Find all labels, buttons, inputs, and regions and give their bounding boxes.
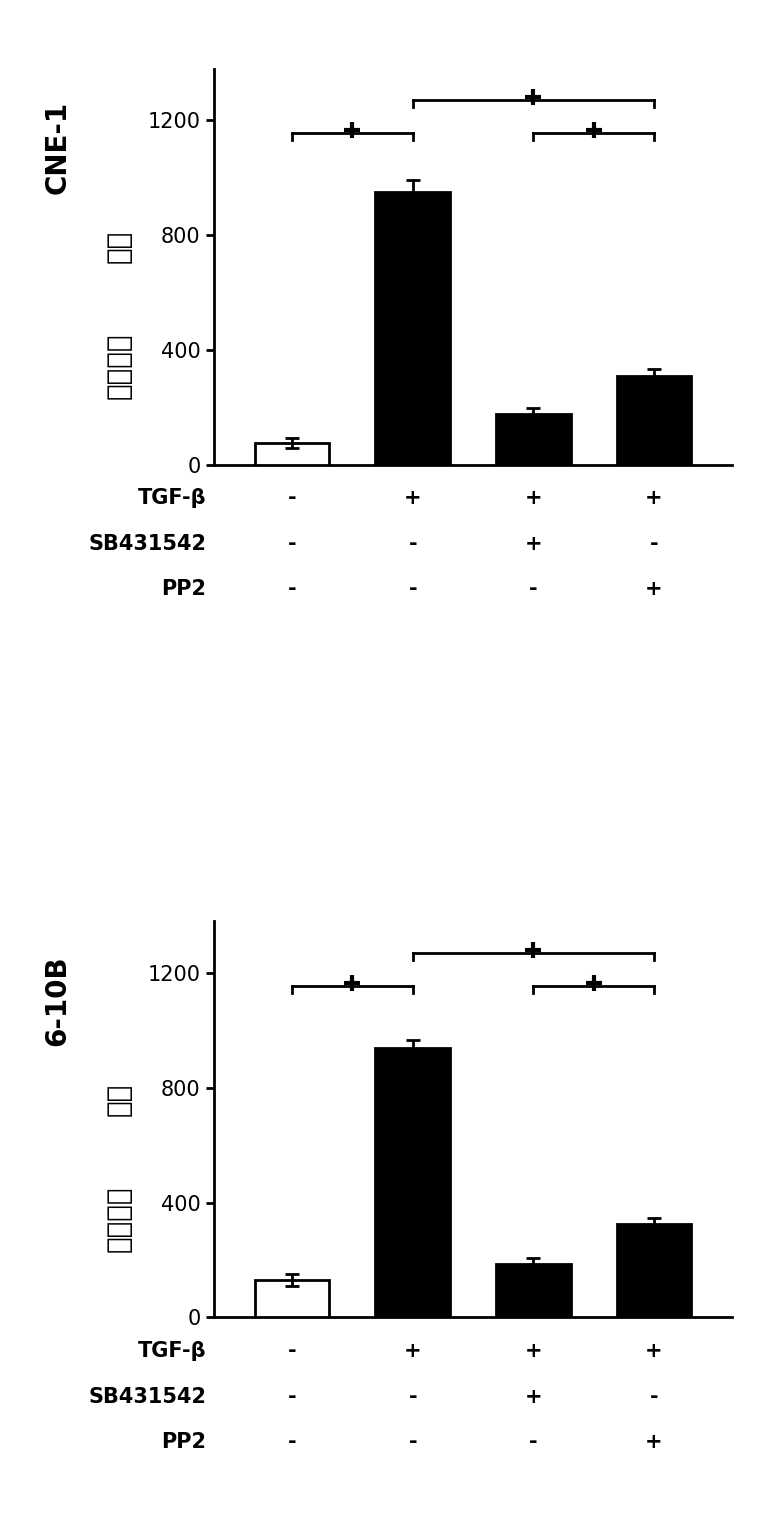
Text: +: + — [525, 487, 542, 509]
Text: +: + — [645, 1340, 663, 1362]
Text: 的细胞数: 的细胞数 — [105, 332, 132, 399]
Text: PP2: PP2 — [161, 1432, 206, 1453]
Text: +: + — [645, 579, 663, 600]
Text: TGF-β: TGF-β — [137, 1340, 206, 1362]
Bar — [375, 192, 450, 465]
Text: -: - — [288, 579, 296, 600]
Text: PP2: PP2 — [161, 579, 206, 600]
Text: -: - — [650, 1386, 658, 1407]
Bar — [496, 414, 571, 465]
Text: SB431542: SB431542 — [88, 1386, 206, 1407]
Text: +: + — [645, 487, 663, 509]
Text: -: - — [288, 1432, 296, 1453]
Text: SB431542: SB431542 — [88, 533, 206, 554]
Text: +: + — [525, 1386, 542, 1407]
Text: -: - — [408, 579, 417, 600]
Text: -: - — [288, 487, 296, 509]
Text: 的细胞数: 的细胞数 — [105, 1185, 132, 1252]
Text: +: + — [525, 1340, 542, 1362]
Text: +: + — [404, 1340, 421, 1362]
Bar — [496, 1264, 571, 1317]
Text: -: - — [408, 1386, 417, 1407]
Text: -: - — [408, 533, 417, 554]
Text: -: - — [408, 1432, 417, 1453]
Bar — [375, 1048, 450, 1317]
Text: -: - — [529, 1432, 538, 1453]
Text: 迁移: 迁移 — [105, 230, 132, 263]
Text: -: - — [529, 579, 538, 600]
Text: -: - — [288, 1386, 296, 1407]
Text: -: - — [288, 1340, 296, 1362]
Text: +: + — [404, 487, 421, 509]
Text: +: + — [645, 1432, 663, 1453]
Bar — [255, 1281, 330, 1317]
Text: 6-10B: 6-10B — [43, 955, 71, 1046]
Text: 迁移: 迁移 — [105, 1083, 132, 1116]
Text: -: - — [288, 533, 296, 554]
Bar — [617, 1224, 691, 1317]
Text: TGF-β: TGF-β — [137, 487, 206, 509]
Bar — [255, 443, 330, 465]
Text: +: + — [525, 533, 542, 554]
Text: CNE-1: CNE-1 — [43, 101, 71, 195]
Bar — [617, 376, 691, 465]
Text: -: - — [650, 533, 658, 554]
